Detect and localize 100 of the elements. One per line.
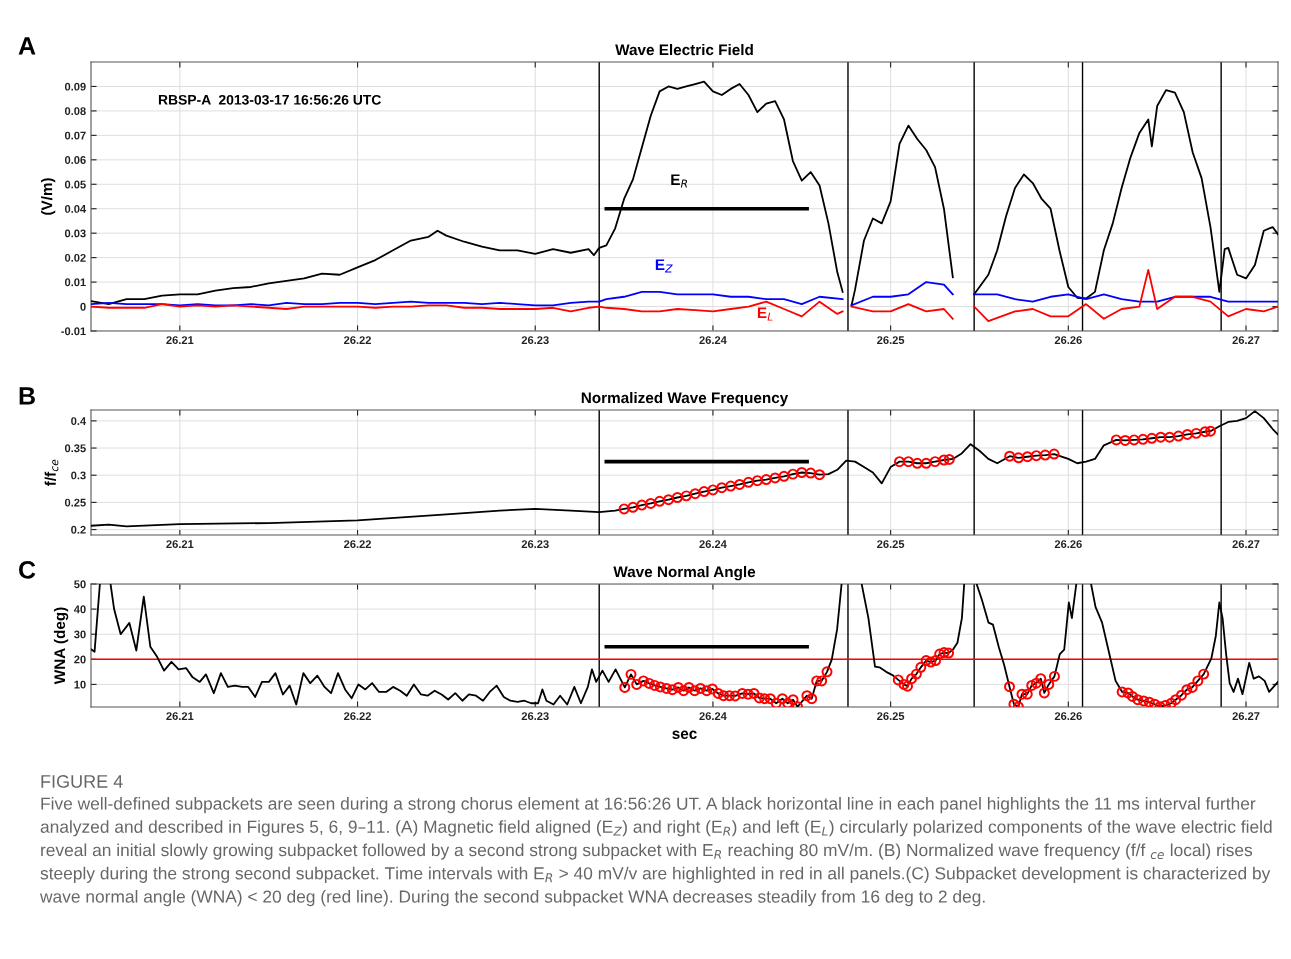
x-tick-label: 26.27 xyxy=(1232,712,1260,721)
chart-title: Wave Electric Field xyxy=(615,43,753,56)
point xyxy=(1181,428,1193,440)
point xyxy=(1048,448,1060,460)
point xyxy=(787,468,799,480)
y-tick-label: 50 xyxy=(74,580,86,589)
point xyxy=(627,501,639,513)
x-tick-label: 26.25 xyxy=(877,540,905,549)
point xyxy=(1021,451,1033,463)
text: E$_{R}$ xyxy=(671,174,688,188)
point xyxy=(938,454,950,466)
point xyxy=(751,475,763,487)
series-label: E$_{L}$ xyxy=(757,307,773,321)
point xyxy=(920,457,932,469)
y-tick-label: 0.35 xyxy=(64,444,86,453)
point xyxy=(618,503,630,515)
point xyxy=(671,492,683,503)
y-tick-label: 0.4 xyxy=(71,417,87,425)
text: C xyxy=(19,561,36,579)
x-tick-label: 26.22 xyxy=(344,336,371,345)
y-tick-label: 0.09 xyxy=(64,82,86,91)
point xyxy=(1173,430,1184,442)
y-axis-title: (V/m) xyxy=(41,178,56,215)
x-tick-label: 26.21 xyxy=(166,540,194,549)
point xyxy=(911,457,923,469)
x-tick-label: 26.21 xyxy=(166,336,194,345)
point xyxy=(1110,434,1122,446)
annotation: RBSP-A 2013-03-17 16:56:26 UTC xyxy=(158,94,381,105)
point xyxy=(1039,449,1051,461)
point xyxy=(1137,433,1149,445)
y-tick-label: 0.02 xyxy=(64,253,86,262)
point xyxy=(894,456,905,468)
x-tick-label: 26.22 xyxy=(344,540,371,549)
point xyxy=(943,453,955,465)
point xyxy=(1004,450,1016,462)
y-tick-label: 0.01 xyxy=(64,278,86,287)
point xyxy=(689,488,701,500)
x-tick-label: 26.24 xyxy=(699,712,727,721)
y-tick-label: 0 xyxy=(80,302,86,311)
x-tick-label: 26.25 xyxy=(877,712,905,721)
y-tick-label: 0.06 xyxy=(64,156,86,164)
point xyxy=(663,494,674,506)
point xyxy=(805,467,817,479)
point xyxy=(734,478,746,490)
point xyxy=(707,484,719,496)
y-tick-label: 0.03 xyxy=(64,229,86,238)
y-tick-label: -0.01 xyxy=(61,327,86,336)
caption: FIGURE 4 xyxy=(41,775,123,788)
chart-title: Normalized Wave Frequency xyxy=(581,391,789,407)
point xyxy=(902,456,914,468)
point xyxy=(654,495,666,507)
x-tick-label: 26.27 xyxy=(1232,540,1260,549)
y-tick-label: 10 xyxy=(74,680,86,689)
chart-title: Wave Normal Angle xyxy=(613,565,756,581)
point xyxy=(760,474,772,486)
y-tick-label: 0.05 xyxy=(64,180,86,189)
point xyxy=(1146,432,1158,444)
point xyxy=(1013,452,1025,464)
point xyxy=(636,499,648,511)
series-label: E$_{Z}$ xyxy=(655,259,673,273)
y-tick-label: 0.04 xyxy=(64,204,87,213)
x-tick-label: 26.24 xyxy=(699,336,727,345)
text: A xyxy=(18,37,36,55)
x-tick-label: 26.26 xyxy=(1054,712,1082,721)
y-tick-label: 0.08 xyxy=(64,107,86,116)
y-tick-label: 0.3 xyxy=(71,471,86,480)
x-tick-label: 26.22 xyxy=(344,712,371,721)
point xyxy=(778,470,790,482)
point xyxy=(929,456,941,468)
point xyxy=(742,476,754,488)
x-tick-label: 26.23 xyxy=(521,336,549,345)
point xyxy=(1164,431,1176,443)
point xyxy=(1155,431,1167,443)
point xyxy=(796,467,808,478)
point xyxy=(698,486,710,498)
point xyxy=(814,469,826,481)
y-tick-label: 0.2 xyxy=(71,525,86,534)
x-axis-title: sec xyxy=(672,730,697,739)
x-tick-label: 26.23 xyxy=(521,712,549,721)
x-tick-label: 26.24 xyxy=(699,540,727,549)
x-tick-label: 26.21 xyxy=(166,712,194,721)
point xyxy=(1119,434,1131,446)
y-tick-label: 40 xyxy=(73,605,86,614)
point xyxy=(1204,425,1216,437)
x-tick-label: 26.26 xyxy=(1054,540,1082,549)
y-axis-title: f/f$_{ce}$ xyxy=(44,459,59,486)
x-tick-label: 26.23 xyxy=(521,540,549,549)
x-tick-label: 26.25 xyxy=(877,336,905,345)
text: Five well-defined subpackets are seen during a strong chorus element at 16:56:26 UT. A black horizontal line in each panel highlights the 11 ms interval further analyzed and described in Figures 5, 6, 9–11. (A) Magnetic field aligned (E$_{Z}$) and right (E$_{R}$) and left (E$_{L}$) circularly polarized components of the wave electric field reveal an initial slowly growing subpacket followed by a second strong subpacket with E$_{R}$ reaching 80 mV/m. (B) Normalized wave frequency (f/f $_{ce}$ local) rises steeply during the strong second subpacket. Time intervals with E$_{R}$ > 40 mV/v are highlighted in red in all panels.(C) Subpacket development is characterized by wave normal angle (WNA) < 20 deg (red line). During the second subpacket WNA decreases steadily from 16 deg to 2 deg. xyxy=(39,797,1272,907)
point xyxy=(1190,427,1202,439)
y-tick-label: 30 xyxy=(74,630,86,639)
point xyxy=(680,490,692,502)
x-tick-label: 26.26 xyxy=(1054,336,1082,345)
y-tick-label: 0.07 xyxy=(64,131,86,140)
y-tick-label: 0.25 xyxy=(64,498,86,507)
point xyxy=(645,497,657,509)
point xyxy=(1128,434,1140,446)
y-tick-label: 20 xyxy=(74,655,86,664)
y-axis-title: WNA (deg) xyxy=(53,607,69,685)
point xyxy=(1030,450,1042,462)
